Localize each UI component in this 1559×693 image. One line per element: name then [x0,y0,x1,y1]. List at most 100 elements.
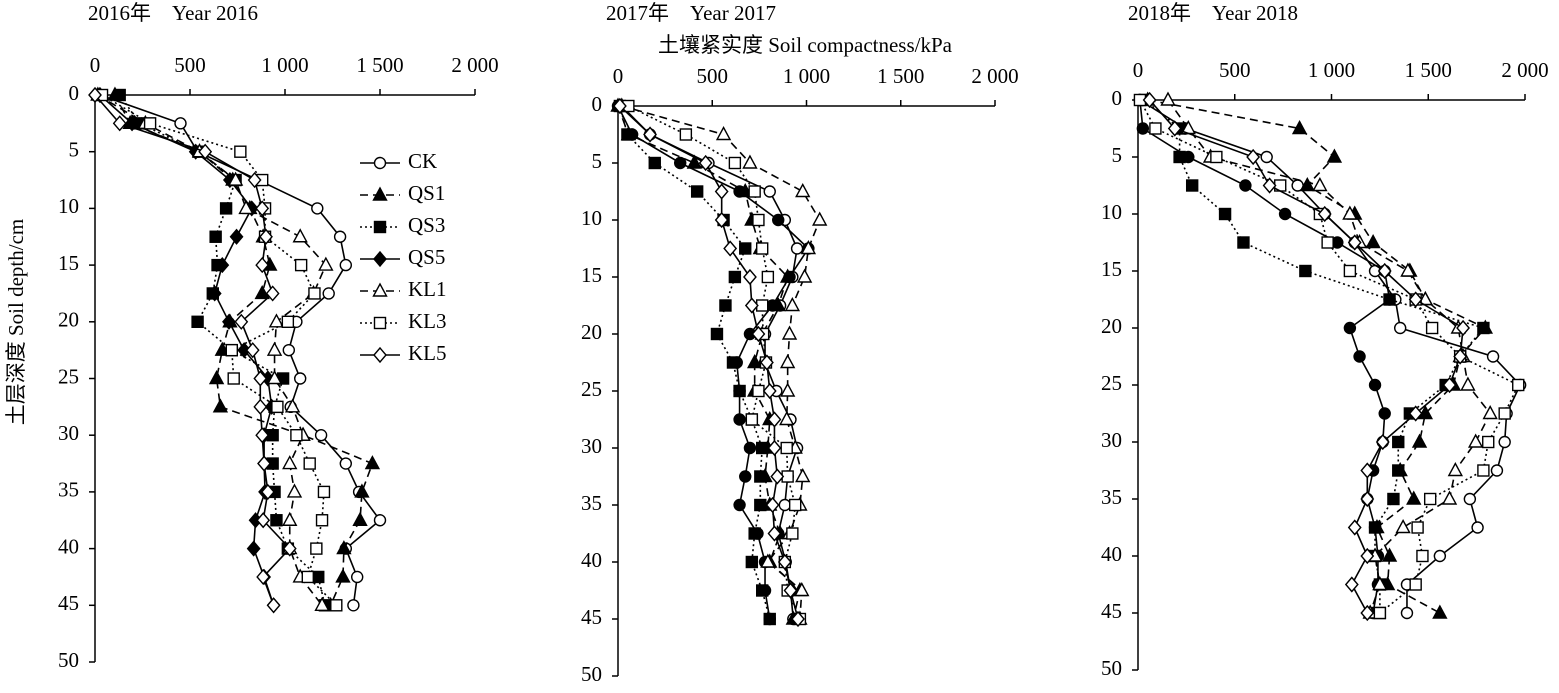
legend-label: KL1 [408,277,447,301]
marker [191,315,204,328]
marker [733,413,746,426]
y-tick-label: 50 [58,648,79,672]
marker [1498,407,1511,420]
marker [1373,606,1387,620]
y-tick-label: 0 [69,81,80,105]
marker [1392,464,1405,477]
marker [733,498,746,512]
marker [1246,148,1261,166]
marker [257,455,272,472]
marker [1136,122,1150,135]
marker [1321,236,1334,249]
marker [1460,376,1476,391]
marker [1343,321,1357,335]
marker [1400,606,1414,620]
marker [1368,521,1382,534]
marker [227,171,244,186]
marker [770,468,785,485]
legend-label: KL3 [408,309,447,333]
marker [612,97,627,115]
marker [1375,433,1390,451]
marker [1456,319,1471,337]
marker [335,568,351,583]
marker [1395,519,1411,534]
y-tick-label: 30 [581,434,602,458]
y-tick-label: 0 [1112,86,1123,110]
marker [767,439,782,457]
legend-label: QS5 [408,245,445,269]
marker [1291,120,1308,135]
marker [1477,464,1490,477]
marker [715,126,732,141]
marker [234,145,247,158]
marker [1368,378,1382,392]
marker [746,354,763,369]
marker [246,540,261,557]
y-tick-label: 35 [581,491,602,515]
marker [265,285,280,302]
x-tick-label: 0 [90,53,101,77]
marker [294,372,307,385]
marker [282,511,298,526]
marker [767,525,782,542]
marker [796,268,813,283]
y-tick-label: 10 [581,206,602,230]
marker [1393,321,1407,335]
marker [253,398,268,415]
y-tick-label: 5 [69,138,80,162]
marker [225,343,239,357]
marker [1239,179,1252,192]
marker [1342,205,1358,220]
marker [301,570,314,584]
marker [1498,435,1511,449]
marker [286,483,303,498]
series-line [1144,99,1485,613]
marker [1477,321,1490,335]
legend-marker [372,186,388,201]
marker [1210,150,1223,164]
y-tick-label: 10 [1101,200,1122,224]
marker [1347,234,1362,251]
marker [1442,376,1457,394]
y-tick-label: 30 [1101,428,1122,452]
marker [1453,348,1468,365]
marker [1441,490,1458,505]
y-tick-label: 40 [1101,542,1122,566]
marker [1482,405,1498,420]
marker [790,242,804,255]
marker [1262,177,1277,194]
marker [1360,462,1375,479]
marker [347,599,360,612]
marker [311,202,324,215]
y-axis-label: 土层深度 Soil depth/cm [4,219,28,426]
marker [1260,150,1273,164]
legend-label: KL5 [408,341,447,365]
marker [1344,576,1359,593]
marker [256,512,271,529]
marker [1343,264,1357,278]
marker [209,230,222,243]
marker [1490,464,1504,477]
marker [207,285,222,302]
x-tick-label: 0 [613,64,624,88]
legend-marker [373,250,387,268]
legend-marker [373,220,387,234]
marker [282,540,297,557]
marker [733,384,746,398]
marker [767,411,782,428]
marker [1278,207,1292,221]
marker [330,599,343,612]
marker [745,413,759,426]
marker [1425,321,1439,335]
y-tick-label: 20 [581,320,602,344]
marker [1417,405,1434,420]
marker [373,514,387,527]
marker [339,258,352,272]
marker [743,268,757,286]
marker [255,427,270,444]
marker [112,115,127,132]
marker [779,354,796,369]
series-line [619,105,771,620]
